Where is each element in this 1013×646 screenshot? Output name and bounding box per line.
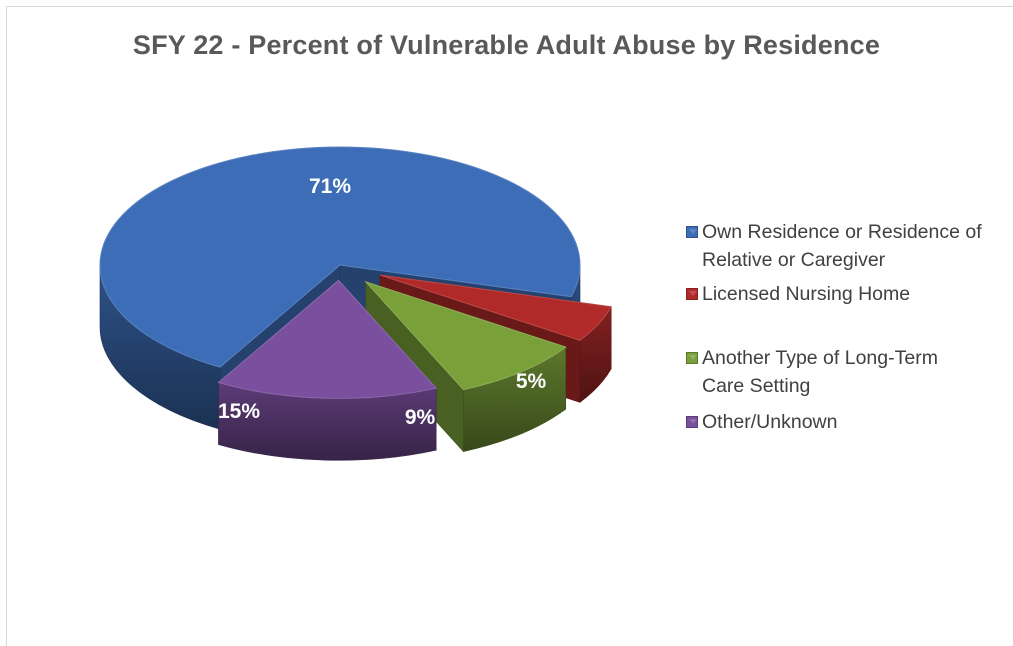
legend-label-line2: Relative or Caregiver <box>702 249 886 271</box>
data-label-licensed-nursing-home: 5% <box>516 370 547 393</box>
chart-title: SFY 22 - Percent of Vulnerable Adult Abu… <box>132 30 881 60</box>
legend-label-line1: Own Residence or Residence of <box>702 221 982 243</box>
legend-swatch-long-term-care <box>686 352 698 364</box>
legend-item-other-unknown: Other/Unknown <box>676 408 1011 436</box>
data-label-long-term-care: 9% <box>405 406 436 429</box>
pie-slice-licensed-nursing-home <box>379 274 612 341</box>
pie-slice-long-term-care <box>364 280 567 391</box>
pie-slice-other-unknown <box>217 279 438 399</box>
chart-frame <box>6 6 1013 646</box>
pie-tops <box>99 146 612 399</box>
legend-label-line1: Another Type of Long-Term <box>702 347 938 369</box>
legend-item-own-residence: Own Residence or Residence of Relative o… <box>676 218 1011 274</box>
pie-slice-own-residence <box>99 146 581 368</box>
legend-label-line1: Other/Unknown <box>702 411 838 433</box>
legend-label-line2: Care Setting <box>702 375 811 397</box>
pie-chart: 71% 5% 9% 15% <box>99 146 612 461</box>
legend-item-licensed-nursing-home: Licensed Nursing Home <box>676 280 1011 308</box>
data-label-own-residence: 71% <box>309 175 351 198</box>
data-label-other-unknown: 15% <box>218 400 260 423</box>
legend: Own Residence or Residence of Relative o… <box>676 218 1011 436</box>
legend-item-long-term-care: Another Type of Long-Term Care Setting <box>676 344 1011 400</box>
legend-swatch-licensed-nursing-home <box>686 288 698 300</box>
legend-swatch-own-residence <box>686 226 698 238</box>
pie-labels: 71% 5% 9% 15% <box>218 175 547 429</box>
legend-swatch-other-unknown <box>686 416 698 428</box>
legend-label-line1: Licensed Nursing Home <box>702 283 911 305</box>
